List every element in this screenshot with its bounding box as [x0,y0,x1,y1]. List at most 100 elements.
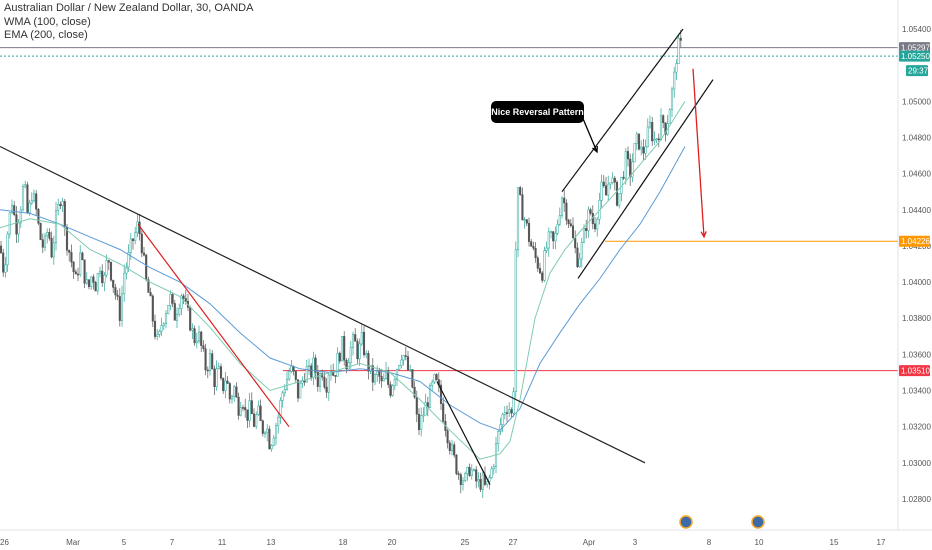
candle-body[interactable] [567,219,570,224]
candle-body[interactable] [131,238,135,241]
candle-body[interactable] [228,383,231,400]
candle-body[interactable] [279,400,282,418]
candle-body[interactable] [538,268,542,274]
candle-body[interactable] [552,231,555,242]
candle-body[interactable] [673,71,676,90]
candle-body[interactable] [24,184,27,187]
candle-body[interactable] [272,437,275,446]
candle-body[interactable] [338,352,341,362]
candle-body[interactable] [343,336,346,361]
candle-body[interactable] [68,250,71,253]
candle-body[interactable] [613,177,616,183]
candle-body[interactable] [492,466,495,470]
candle-body[interactable] [134,232,137,241]
candle-body[interactable] [508,409,511,414]
candle-body[interactable] [409,369,412,371]
candle-body[interactable] [13,205,16,215]
candle-body[interactable] [294,370,297,380]
candle-body[interactable] [160,325,163,332]
candle-body[interactable] [466,467,469,474]
candle-body[interactable] [549,231,553,233]
candle-body[interactable] [365,353,368,356]
candle-body[interactable] [571,225,575,239]
candle-body[interactable] [488,477,491,482]
candle-body[interactable] [316,371,319,387]
candle-body[interactable] [193,328,196,344]
candle-body[interactable] [266,428,269,434]
candle-body[interactable] [400,359,403,366]
candle-body[interactable] [593,223,597,230]
candle-body[interactable] [527,222,531,242]
candle-body[interactable] [428,385,432,408]
candle-body[interactable] [424,402,427,416]
candle-body[interactable] [499,424,502,432]
candle-body[interactable] [670,88,674,111]
candle-body[interactable] [525,219,528,224]
price-marker-tag-0[interactable] [899,42,930,54]
candle-body[interactable] [582,227,586,243]
candle-body[interactable] [219,366,223,379]
candle-body[interactable] [600,181,603,201]
candle-body[interactable] [585,227,588,231]
candle-body[interactable] [85,279,88,284]
candle-body[interactable] [222,377,225,392]
candle-body[interactable] [105,260,108,276]
candle-body[interactable] [675,63,678,73]
candle-body[interactable] [547,231,550,249]
candle-body[interactable] [107,260,110,263]
candle-body[interactable] [63,201,66,228]
wma-100-line[interactable] [0,101,686,460]
candle-body[interactable] [545,247,548,251]
candle-body[interactable] [208,353,212,372]
candle-body[interactable] [103,274,106,284]
candle-body[interactable] [156,334,159,337]
candle-body[interactable] [580,242,583,260]
candle-body[interactable] [668,109,671,124]
candle-body[interactable] [459,474,462,485]
candle-body[interactable] [398,365,401,370]
candle-body[interactable] [351,334,355,348]
candle-body[interactable] [101,270,104,284]
candle-body[interactable] [431,381,434,386]
reversal-pattern-callout[interactable]: Nice Reversal Pattern [491,101,584,123]
candle-body[interactable] [373,374,377,383]
candle-body[interactable] [50,237,53,258]
candle-body[interactable] [536,257,539,269]
candle-body[interactable] [439,384,443,404]
candle-body[interactable] [629,158,632,178]
candle-body[interactable] [21,186,25,211]
candle-body[interactable] [167,305,170,314]
candle-body[interactable] [125,266,128,274]
candle-body[interactable] [653,139,656,142]
candle-body[interactable] [453,444,456,456]
candle-body[interactable] [609,182,612,185]
candle-body[interactable] [217,366,220,369]
candle-body[interactable] [633,143,636,163]
candle-body[interactable] [519,187,522,195]
trend-line-channel-upper[interactable] [561,28,684,193]
price-marker-tag-3[interactable] [899,235,930,247]
candle-body[interactable] [274,425,278,439]
candle-body[interactable] [178,308,181,315]
candle-body[interactable] [19,209,22,224]
candle-body[interactable] [615,181,619,206]
candle-body[interactable] [523,219,526,221]
candle-body[interactable] [556,223,559,234]
candle-body[interactable] [468,467,471,476]
candle-body[interactable] [57,204,60,211]
trend-line-black-decline[interactable] [436,381,491,485]
candle-body[interactable] [457,473,460,475]
candle-body[interactable] [565,202,568,221]
candle-body[interactable] [244,407,247,411]
candle-body[interactable] [43,235,47,248]
candle-body[interactable] [59,204,62,206]
candle-body[interactable] [455,454,458,474]
candle-body[interactable] [96,273,99,292]
candle-body[interactable] [8,212,11,235]
candle-body[interactable] [512,391,515,414]
candle-body[interactable] [123,272,126,295]
candle-body[interactable] [677,37,680,64]
candle-body[interactable] [477,479,480,482]
candle-body[interactable] [626,151,630,160]
